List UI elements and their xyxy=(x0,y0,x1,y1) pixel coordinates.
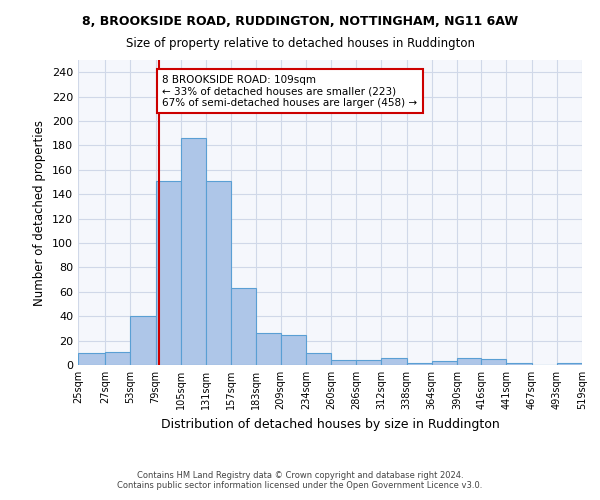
Bar xyxy=(457,358,481,365)
Bar xyxy=(407,362,432,365)
Bar xyxy=(432,362,457,365)
Bar xyxy=(356,360,382,365)
Y-axis label: Number of detached properties: Number of detached properties xyxy=(34,120,46,306)
Bar xyxy=(181,138,206,365)
X-axis label: Distribution of detached houses by size in Ruddington: Distribution of detached houses by size … xyxy=(161,418,499,430)
Bar xyxy=(105,352,130,365)
Text: Contains HM Land Registry data © Crown copyright and database right 2024.
Contai: Contains HM Land Registry data © Crown c… xyxy=(118,470,482,490)
Bar xyxy=(557,362,582,365)
Text: 8 BROOKSIDE ROAD: 109sqm
← 33% of detached houses are smaller (223)
67% of semi-: 8 BROOKSIDE ROAD: 109sqm ← 33% of detach… xyxy=(163,74,418,108)
Bar xyxy=(306,353,331,365)
Bar xyxy=(331,360,356,365)
Bar xyxy=(481,359,506,365)
Bar xyxy=(382,358,407,365)
Bar xyxy=(256,334,281,365)
Text: 8, BROOKSIDE ROAD, RUDDINGTON, NOTTINGHAM, NG11 6AW: 8, BROOKSIDE ROAD, RUDDINGTON, NOTTINGHA… xyxy=(82,15,518,28)
Text: Size of property relative to detached houses in Ruddington: Size of property relative to detached ho… xyxy=(125,38,475,51)
Bar xyxy=(506,362,532,365)
Bar xyxy=(231,288,256,365)
Bar xyxy=(130,316,155,365)
Bar xyxy=(155,181,181,365)
Bar xyxy=(206,181,231,365)
Bar xyxy=(281,334,306,365)
Bar xyxy=(78,353,105,365)
